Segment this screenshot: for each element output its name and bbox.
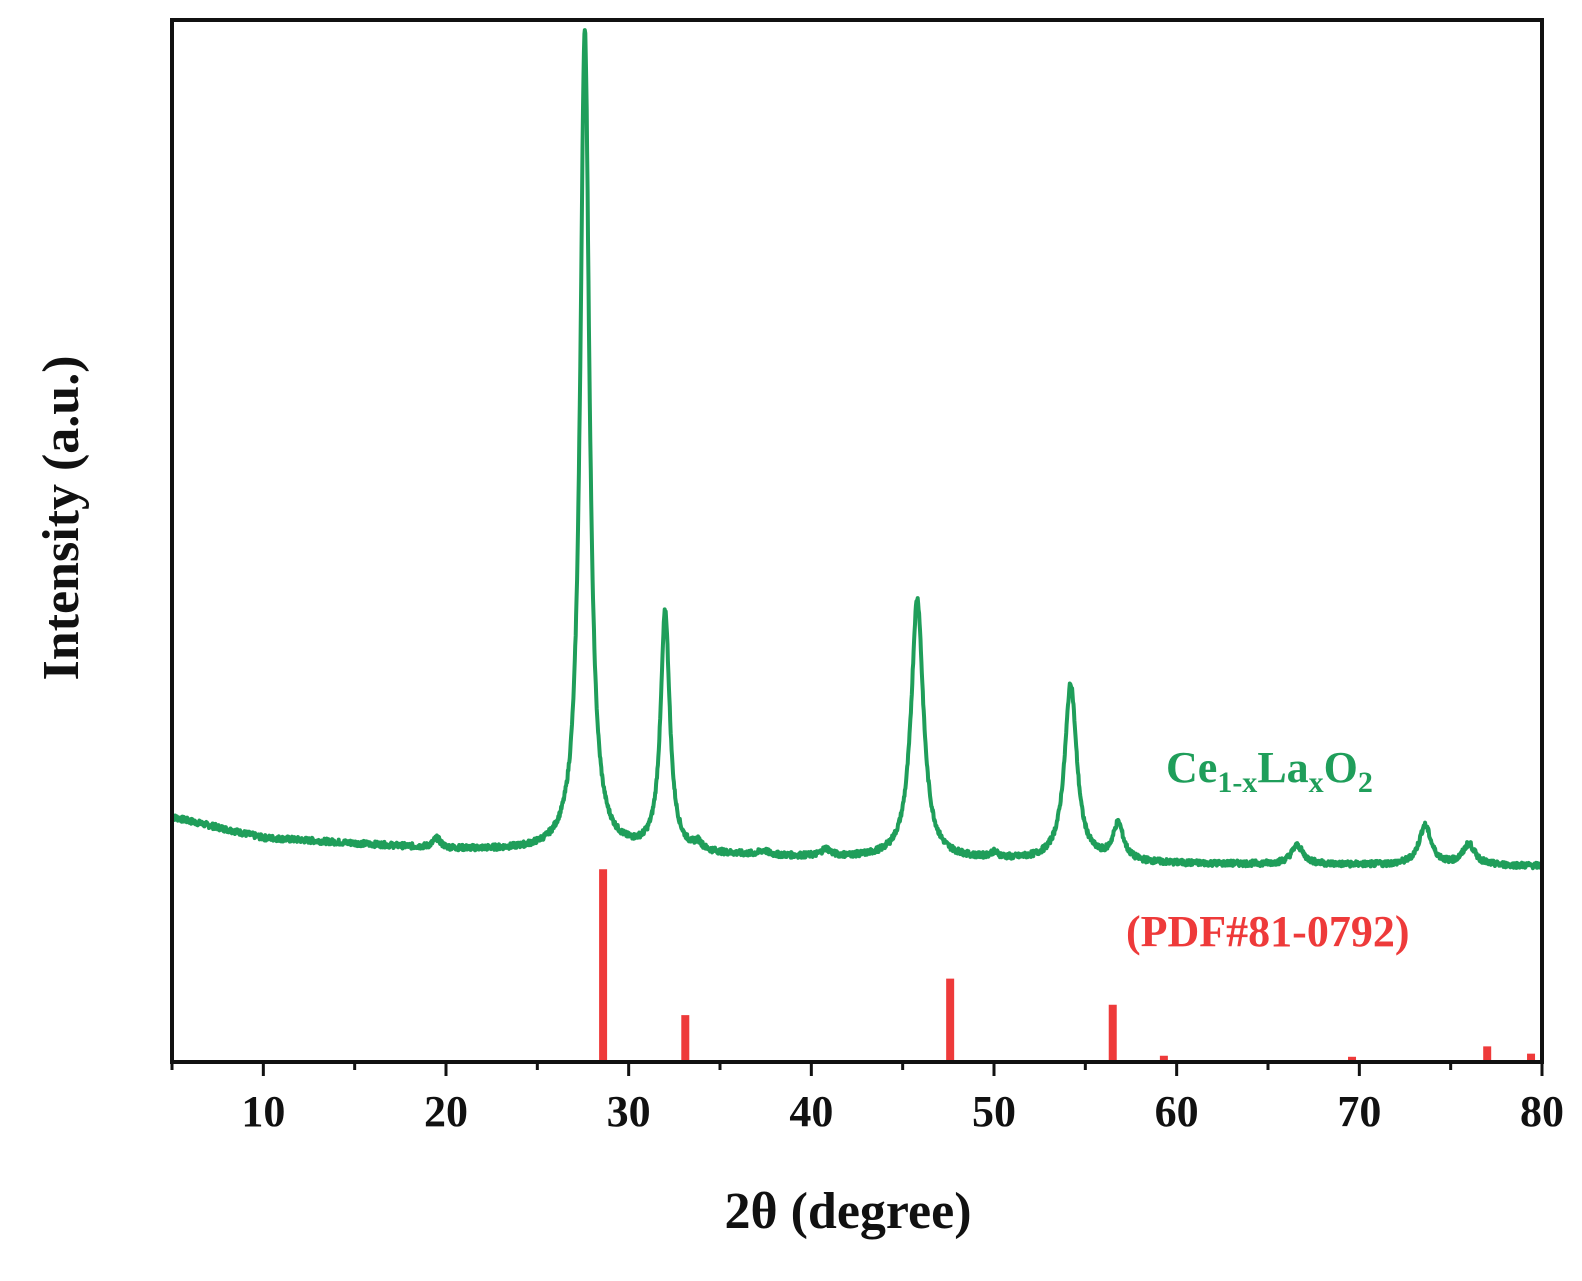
x-tick-label: 20 — [424, 1087, 468, 1136]
x-tick-label: 80 — [1520, 1087, 1564, 1136]
y-axis-title: Intensity (a.u.) — [33, 355, 90, 680]
diffraction-pattern-line — [170, 28, 1544, 871]
diffraction-pattern — [170, 28, 1544, 871]
x-tick-label: 50 — [972, 1087, 1016, 1136]
series-label-ce-la-o2: Ce1-xLaxO2 — [1166, 743, 1373, 799]
plot-frame — [170, 18, 1544, 1064]
x-tick-label: 30 — [607, 1087, 651, 1136]
x-tick-label: 10 — [241, 1087, 285, 1136]
x-tick-label: 70 — [1337, 1087, 1381, 1136]
series-label-pdf-reference: (PDF#81-0792) — [1126, 907, 1410, 956]
x-axis: 10 20 30 40 50 60 70 80 — [170, 1062, 1564, 1136]
reference-pattern — [599, 869, 1536, 1062]
x-tick-label: 40 — [789, 1087, 833, 1136]
x-tick-label: 60 — [1155, 1087, 1199, 1136]
x-axis-title: 2θ (degree) — [724, 1183, 971, 1240]
